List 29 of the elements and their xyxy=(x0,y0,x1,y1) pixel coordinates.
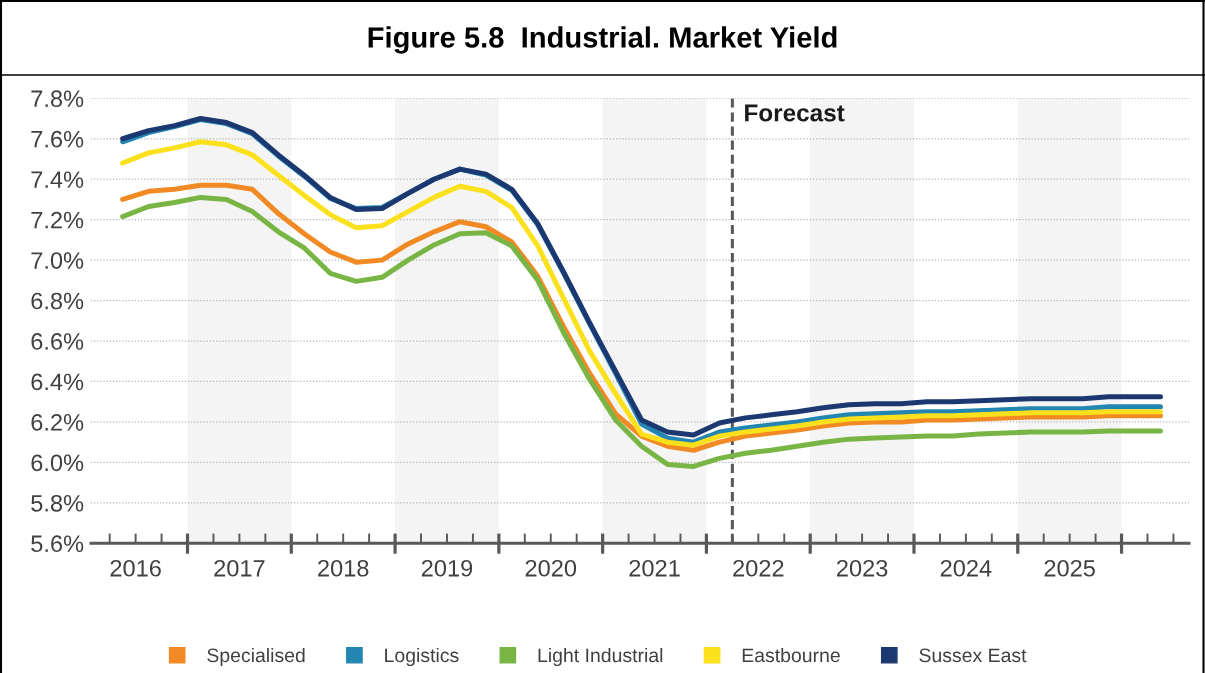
legend-label: Specialised xyxy=(207,647,305,667)
x-tick-label: 2019 xyxy=(421,559,473,577)
x-tick-label: 2021 xyxy=(629,559,680,577)
x-tick-label: 2022 xyxy=(733,559,784,577)
y-tick-label: 6.0% xyxy=(31,454,84,472)
y-tick-label: 6.2% xyxy=(31,414,84,431)
y-tick-label: 5.8% xyxy=(31,494,84,512)
x-tick-label: 2024 xyxy=(940,559,992,577)
y-tick-label: 7.6% xyxy=(31,130,84,148)
y-tick-label: 7.4% xyxy=(31,171,84,188)
x-tick-label: 2020 xyxy=(525,559,577,577)
y-tick-label: 6.8% xyxy=(31,292,84,310)
legend-label: Eastbourne xyxy=(742,647,840,663)
y-tick-label: 6.4% xyxy=(31,373,84,391)
y-tick-label: 7.2% xyxy=(31,211,84,229)
x-tick-label: 2023 xyxy=(837,559,888,577)
y-tick-label: 6.6% xyxy=(31,333,84,350)
x-tick-label: 2017 xyxy=(214,559,265,577)
y-tick-label: 7.0% xyxy=(31,252,84,269)
y-tick-label: 7.8% xyxy=(31,90,84,108)
x-tick-label: 2018 xyxy=(318,559,369,577)
x-tick-label: 2025 xyxy=(1044,559,1095,577)
y-tick-label: 5.6% xyxy=(31,535,84,553)
legend-label: Logistics xyxy=(385,647,459,667)
legend-label: Sussex East xyxy=(919,648,1027,663)
x-tick-label: 2016 xyxy=(110,559,161,577)
legend-label: Light Industrial xyxy=(538,647,663,667)
chart-title: Figure 5.8 Industrial. Market Yield xyxy=(368,26,837,54)
ref-line-label: Forecast xyxy=(745,104,845,122)
